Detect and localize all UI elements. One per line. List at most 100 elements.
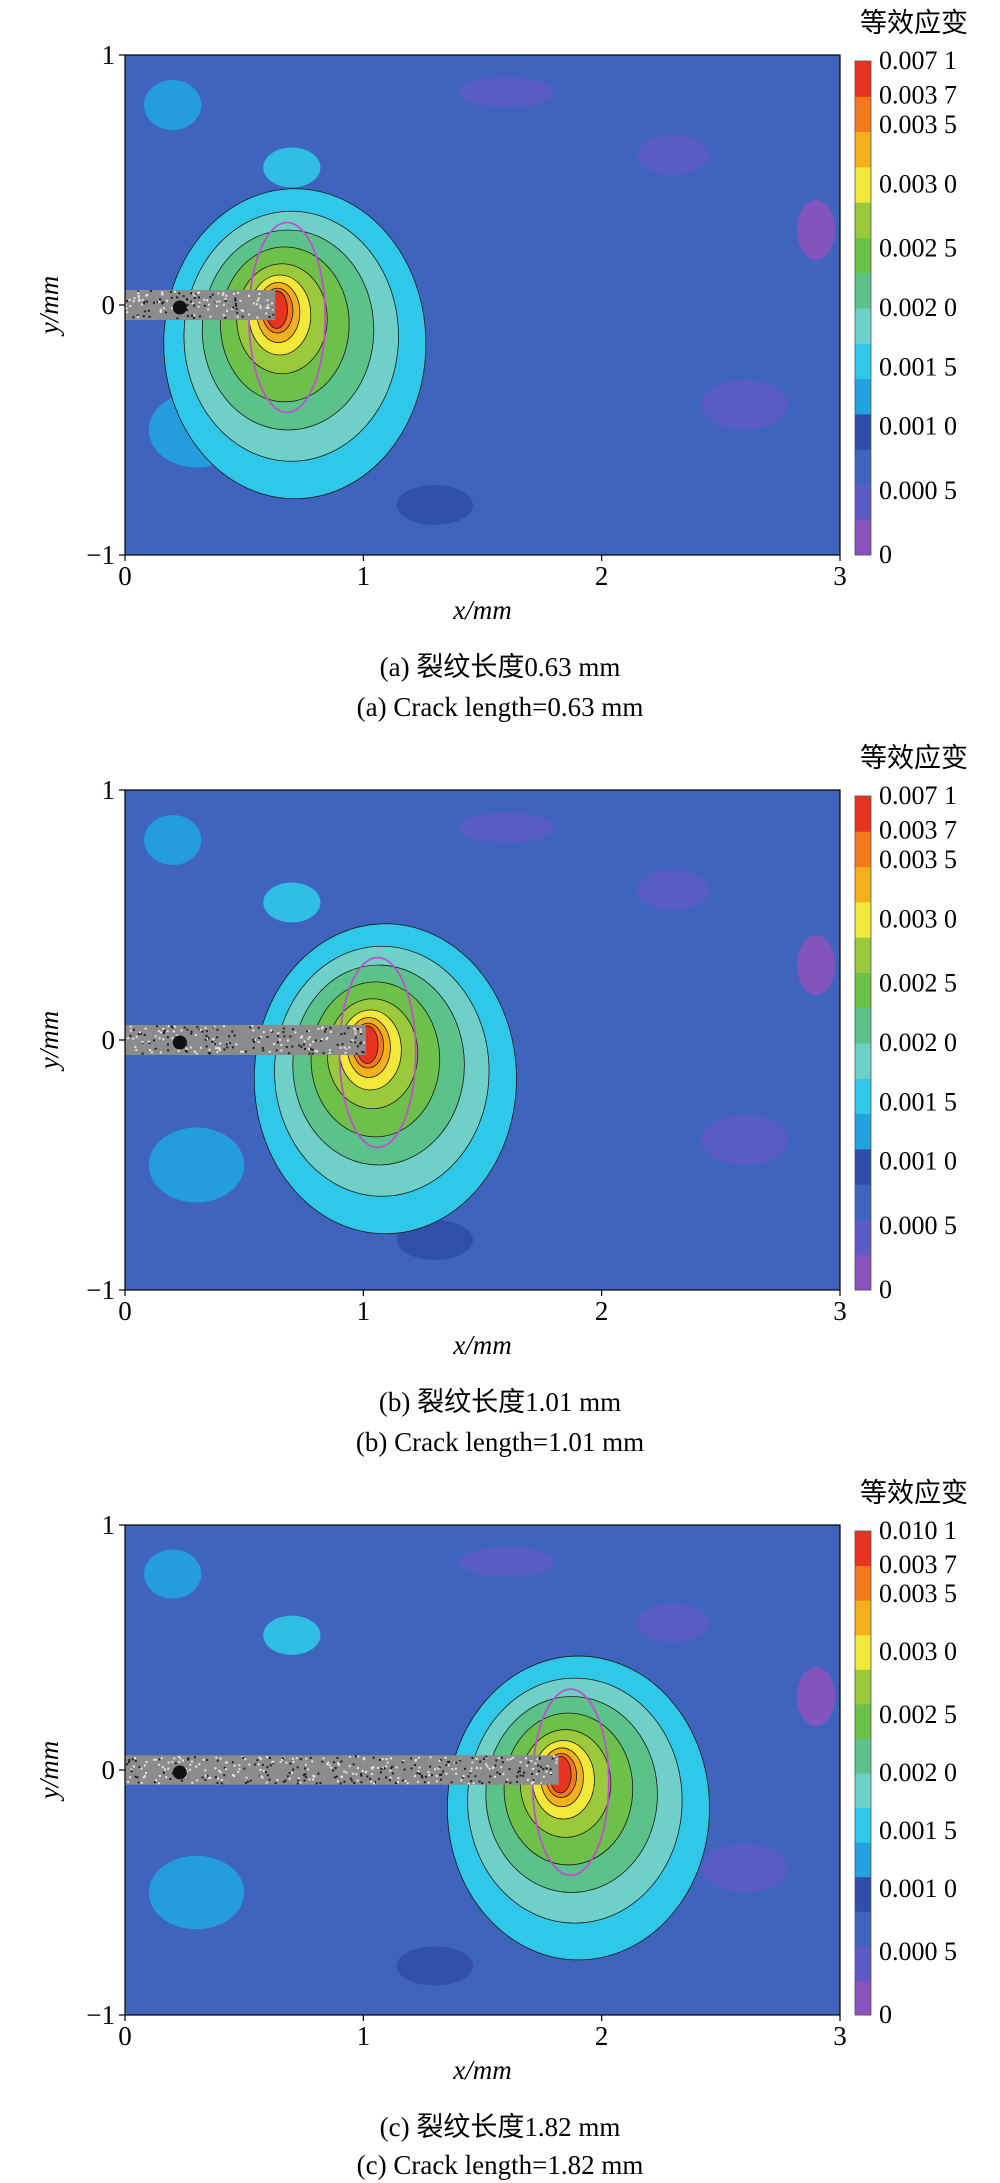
colorbar-segment bbox=[855, 519, 871, 556]
colorbar-segment bbox=[855, 901, 871, 938]
x-axis-label: x/mm bbox=[452, 1330, 511, 1360]
x-tick-label: 2 bbox=[595, 2021, 609, 2051]
colorbar-frame bbox=[854, 1530, 872, 2016]
y-tick-label: −1 bbox=[86, 540, 115, 570]
speckle-dot bbox=[172, 1035, 187, 1050]
y-tick-label: 1 bbox=[102, 775, 116, 805]
colorbar-segment bbox=[855, 866, 871, 903]
speckle-dot bbox=[172, 300, 187, 315]
contour-region bbox=[263, 882, 321, 923]
contour-region bbox=[458, 812, 554, 843]
x-tick-label: 2 bbox=[595, 1296, 609, 1326]
y-tick-label: 1 bbox=[102, 1510, 116, 1540]
colorbar-segment bbox=[855, 1842, 871, 1878]
contour-region bbox=[144, 815, 202, 865]
colorbar-tick-label: 0.001 5 bbox=[879, 352, 957, 381]
colorbar-segment bbox=[855, 1876, 871, 1912]
colorbar-segment bbox=[855, 1945, 871, 1981]
colorbar-segment bbox=[855, 61, 871, 97]
colorbar-tick-label: 0.001 5 bbox=[879, 1087, 957, 1116]
colorbar-tick-label: 0.007 1 bbox=[879, 46, 957, 75]
colorbar-tick-label: 0.003 7 bbox=[879, 816, 957, 845]
colorbar-segment bbox=[855, 378, 871, 415]
colorbar-segment bbox=[855, 1043, 871, 1079]
contour-region bbox=[797, 1667, 836, 1726]
speckle-dot bbox=[172, 1765, 187, 1780]
colorbar-tick-label: 0.010 1 bbox=[879, 1516, 957, 1545]
colorbar-segment bbox=[855, 1911, 871, 1947]
colorbar-tick-label: 0.001 0 bbox=[879, 412, 957, 441]
y-tick-label: −1 bbox=[86, 2000, 115, 2030]
caption-cn-a: (a) 裂纹长度0.63 mm bbox=[379, 652, 621, 682]
x-tick-label: 1 bbox=[357, 561, 371, 591]
x-tick-label: 0 bbox=[118, 2021, 132, 2051]
contour-region bbox=[797, 200, 836, 260]
contour-region bbox=[637, 1603, 709, 1643]
y-tick-label: 1 bbox=[102, 40, 116, 70]
colorbar-segment bbox=[855, 796, 871, 832]
colorbar-segment bbox=[855, 1980, 871, 2016]
colorbar-segment bbox=[855, 1219, 871, 1256]
contour-region bbox=[701, 1843, 788, 1893]
colorbar-frame bbox=[854, 60, 872, 556]
colorbar-tick-label: 0.003 5 bbox=[879, 1579, 957, 1608]
colorbar-segment bbox=[855, 1184, 871, 1220]
caption-en-b: (b) Crack length=1.01 mm bbox=[355, 1427, 645, 1457]
panel-c: 0 1 2 3 1 0 −1 x/mm y/mm 等效应变 0.010 1 0.003 7 0.003 … bbox=[0, 1470, 1000, 2183]
contour-region bbox=[396, 1220, 473, 1260]
contour-region bbox=[396, 1946, 473, 1986]
colorbar-segment bbox=[855, 449, 871, 485]
colorbar-segment bbox=[855, 272, 871, 309]
colorbar-tick-label: 0 bbox=[879, 1275, 892, 1304]
caption-en-a: (a) Crack length=0.63 mm bbox=[356, 692, 644, 722]
colorbar-tick-label: 0.001 5 bbox=[879, 1816, 957, 1845]
speckle-pattern bbox=[126, 1755, 558, 1785]
x-tick-label: 3 bbox=[833, 1296, 847, 1326]
colorbar-segment bbox=[855, 484, 871, 521]
y-axis-label: y/mm bbox=[34, 1741, 64, 1802]
colorbar-title: 等效应变 bbox=[860, 743, 968, 774]
colorbar-tick-label: 0.002 0 bbox=[879, 293, 957, 322]
y-tick-label: −1 bbox=[86, 1275, 115, 1305]
colorbar-tick-label: 0 bbox=[879, 540, 892, 569]
y-tick-label: 0 bbox=[102, 1025, 116, 1055]
y-axis-label: y/mm bbox=[34, 276, 64, 337]
colorbar-segment bbox=[855, 1738, 871, 1774]
contour-region bbox=[263, 1615, 321, 1655]
colorbar-segment bbox=[855, 166, 871, 203]
colorbar-segment bbox=[855, 1669, 871, 1705]
contour-region bbox=[637, 870, 709, 910]
colorbar-tick-label: 0.003 0 bbox=[879, 1637, 957, 1666]
y-tick-label: 0 bbox=[102, 1755, 116, 1785]
x-tick-label: 0 bbox=[118, 561, 132, 591]
contour-region bbox=[458, 1547, 554, 1577]
colorbar-segment bbox=[855, 1703, 871, 1739]
x-tick-label: 1 bbox=[357, 1296, 371, 1326]
colorbar-segment bbox=[855, 131, 871, 168]
contour-region bbox=[148, 1855, 245, 1930]
contour-region bbox=[144, 80, 202, 130]
colorbar-segment bbox=[855, 237, 871, 274]
colorbar-tick-label: 0.002 5 bbox=[879, 969, 957, 998]
colorbar-segment bbox=[855, 1254, 871, 1291]
colorbar-tick-label: 0.007 1 bbox=[879, 781, 957, 810]
caption-en-c: (c) Crack length=1.82 mm bbox=[356, 2150, 644, 2180]
colorbar-segment bbox=[855, 1807, 871, 1843]
colorbar-segment bbox=[855, 1773, 871, 1809]
colorbar-tick-label: 0 bbox=[879, 2000, 892, 2029]
speckle-pattern bbox=[125, 290, 275, 320]
contour-region bbox=[797, 935, 836, 995]
colorbar-tick-label: 0.000 5 bbox=[879, 1937, 957, 1966]
contour-region bbox=[701, 1115, 788, 1165]
colorbar-tick-label: 0.003 0 bbox=[879, 170, 957, 199]
contour-region bbox=[263, 147, 321, 188]
colorbar-segment bbox=[855, 1113, 871, 1150]
caption-cn-c: (c) 裂纹长度1.82 mm bbox=[379, 2112, 621, 2142]
colorbar-tick-label: 0.002 5 bbox=[879, 1700, 957, 1729]
colorbar-segment bbox=[855, 96, 871, 133]
contour-region bbox=[701, 380, 788, 430]
colorbar-tick-label: 0.003 0 bbox=[879, 905, 957, 934]
contour-region bbox=[148, 1127, 245, 1203]
